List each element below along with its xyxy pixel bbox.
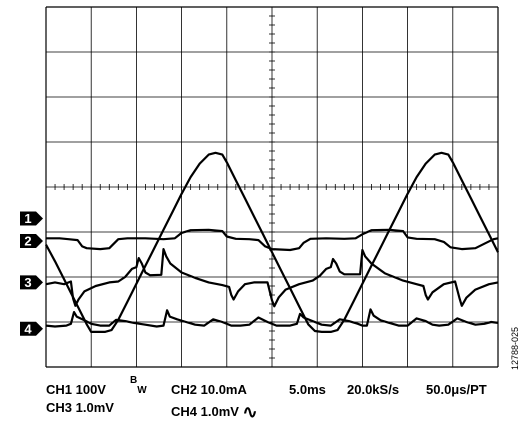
traces <box>45 151 499 333</box>
bandwidth-w: W <box>137 385 147 396</box>
ac-coupling-icon: ∿ <box>242 402 258 422</box>
channel-marker-3 <box>20 275 43 290</box>
bandwidth-limit-indicator: BW <box>130 375 147 396</box>
channel-marker-label-1: 1 <box>24 211 31 226</box>
timebase-text: 5.0ms <box>289 382 326 397</box>
ch4-scale-text: CH4 1.0mV <box>171 404 239 419</box>
channel-marker-label-3: 3 <box>24 275 31 290</box>
trace-ch3 <box>45 248 499 308</box>
channel-marker-4 <box>20 321 43 336</box>
channel-marker-label-2: 2 <box>24 234 31 249</box>
timebase-readout: 5.0ms <box>289 382 326 397</box>
ch3-scale-text: CH3 1.0mV <box>46 400 114 415</box>
bandwidth-b: B <box>130 375 138 386</box>
trace-ch1 <box>45 151 499 333</box>
sample-rate-readout: 20.0kS/s <box>347 382 399 397</box>
resolution-text: 50.0μs/PT <box>426 382 487 397</box>
channel-markers: 1 2 3 4 <box>20 211 43 336</box>
channel-marker-1 <box>20 211 43 226</box>
resolution-readout: 50.0μs/PT <box>426 382 487 397</box>
channel-marker-label-4: 4 <box>24 321 32 336</box>
trace-ch2 <box>46 228 499 252</box>
ch2-scale-readout: CH2 10.0mA <box>171 382 247 397</box>
trace-ch4 <box>45 308 499 328</box>
ch4-scale-readout: CH4 1.0mV ∿ <box>171 400 258 422</box>
figure-id: 12788-025 <box>510 326 520 370</box>
ch3-scale-readout: CH3 1.0mV <box>46 400 114 415</box>
ch2-scale-text: CH2 10.0mA <box>171 382 247 397</box>
ch1-scale-readout: CH1 100V <box>46 382 106 397</box>
sample-rate-text: 20.0kS/s <box>347 382 400 397</box>
graticule <box>45 6 499 368</box>
channel-marker-2 <box>20 234 43 248</box>
ch1-scale-text: CH1 100V <box>46 382 106 397</box>
